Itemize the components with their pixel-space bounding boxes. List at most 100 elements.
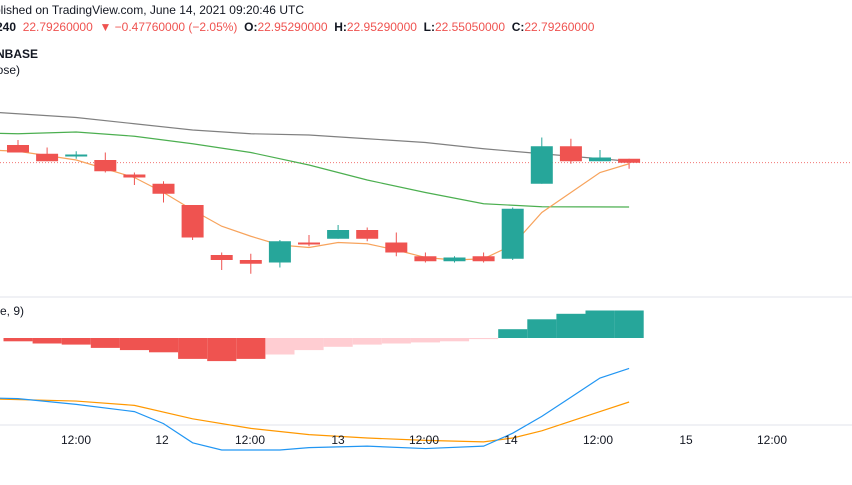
candle — [268, 240, 291, 268]
macd-histogram-bar — [119, 338, 149, 351]
grid-lines — [0, 296, 852, 426]
candle-body — [181, 205, 204, 238]
low-label: L: — [423, 20, 435, 34]
candle-body — [559, 146, 582, 162]
macd-histogram-bar — [527, 319, 557, 338]
candle-body — [94, 160, 117, 172]
candle-body — [152, 183, 175, 194]
candle — [385, 232, 408, 257]
candle-body — [589, 157, 611, 162]
candle — [618, 158, 641, 169]
candle-body — [268, 241, 291, 263]
candle — [181, 205, 204, 240]
low-value: 22.55050000 — [434, 20, 506, 34]
macd-line — [0, 367, 630, 451]
time-axis-tick-label: 12:00 — [582, 433, 614, 447]
time-axis-tick-label: 12:00 — [408, 433, 440, 447]
ohlc-legend: 240 22.79260000 ▼ −0.47760000 (−2.05%) O… — [0, 20, 594, 34]
exchange-text: NBASE — [0, 47, 39, 61]
candle-body — [530, 146, 553, 184]
candlesticks — [7, 137, 641, 274]
macd-histogram-bar — [498, 329, 528, 338]
ma-legend: lose) — [0, 63, 20, 77]
published-caption: blished on TradingView.com, June 14, 202… — [0, 3, 304, 17]
macd-histogram-bar — [149, 338, 179, 353]
candle — [356, 227, 379, 242]
macd-histogram-bar — [207, 338, 237, 362]
macd-histogram-bar — [3, 338, 33, 342]
macd-legend: se, 9) — [0, 304, 24, 318]
time-axis-tick-label: 12:00 — [234, 433, 266, 447]
close-label: C: — [511, 20, 525, 34]
macd-histogram-bar — [61, 338, 91, 345]
close-value: 22.79260000 — [524, 20, 595, 34]
open-label: O: — [244, 20, 258, 34]
candle — [123, 172, 146, 185]
candle-body — [7, 145, 29, 153]
candle — [443, 256, 466, 263]
macd-histogram-bar — [614, 310, 644, 338]
ma-orange-line — [0, 149, 630, 261]
macd-histogram-bar — [323, 338, 353, 347]
candle — [65, 151, 88, 159]
macd-histogram-bar — [236, 338, 266, 359]
published-text: blished on TradingView.com, June 14, 202… — [0, 3, 304, 17]
time-axis-tick-label: 12 — [155, 433, 169, 447]
open-value: 22.95290000 — [257, 20, 328, 34]
macd-histogram-bar — [265, 338, 295, 355]
candle — [298, 235, 320, 247]
time-axis-tick-label: 12:00 — [756, 433, 788, 447]
candle — [210, 252, 233, 270]
macd-histogram-bar — [469, 338, 499, 340]
candle-body — [414, 256, 437, 262]
time-axis-tick-label: 15 — [679, 433, 693, 447]
candle — [7, 140, 29, 153]
candle-body — [443, 257, 466, 262]
last-price: 22.79260000 — [22, 20, 93, 34]
candle — [152, 181, 175, 203]
candle — [414, 252, 437, 263]
macd-legend-text: se, 9) — [0, 304, 25, 318]
ma-legend-text: lose) — [0, 63, 21, 77]
candle-body — [472, 256, 495, 262]
macd-histogram-bar — [178, 338, 208, 359]
candle-body — [385, 242, 408, 253]
candle — [501, 207, 524, 260]
macd-histogram-bar — [410, 338, 440, 343]
macd-histogram-bar — [90, 338, 120, 348]
price-change: ▼ −0.47760000 (−2.05%) — [99, 20, 238, 34]
candle-body — [36, 153, 59, 162]
macd-histogram-bar — [440, 338, 470, 342]
candle-body — [298, 242, 320, 245]
macd-histogram-bar — [585, 310, 615, 338]
time-axis-tick-label: 12:00 — [60, 433, 92, 447]
ma-green-line — [0, 131, 630, 208]
macd-signal-line — [0, 398, 630, 443]
candle-body — [356, 230, 379, 239]
high-label: H: — [334, 20, 347, 34]
candle — [472, 252, 495, 263]
exchange-label: NBASE — [0, 47, 38, 61]
time-axis-tick-label: 14 — [504, 433, 518, 447]
candle-body — [210, 255, 233, 260]
candle — [94, 152, 117, 173]
candle-body — [239, 260, 262, 264]
macd-histogram-bar — [352, 338, 382, 345]
candle — [36, 147, 59, 162]
candle-body — [65, 154, 88, 157]
macd-histogram-bar — [381, 338, 411, 344]
candle-body — [618, 158, 641, 163]
time-axis-tick-label: 13 — [331, 433, 345, 447]
candle — [239, 253, 262, 274]
candle — [327, 225, 350, 239]
ma-gray-line — [0, 111, 630, 162]
high-value: 22.95290000 — [346, 20, 417, 34]
candle — [559, 138, 582, 164]
candle — [589, 150, 611, 162]
macd-histogram-bar — [32, 338, 62, 344]
candle-body — [501, 208, 524, 259]
candle — [530, 137, 553, 184]
macd-histogram-bar — [556, 313, 586, 338]
moving-averages — [0, 111, 630, 261]
